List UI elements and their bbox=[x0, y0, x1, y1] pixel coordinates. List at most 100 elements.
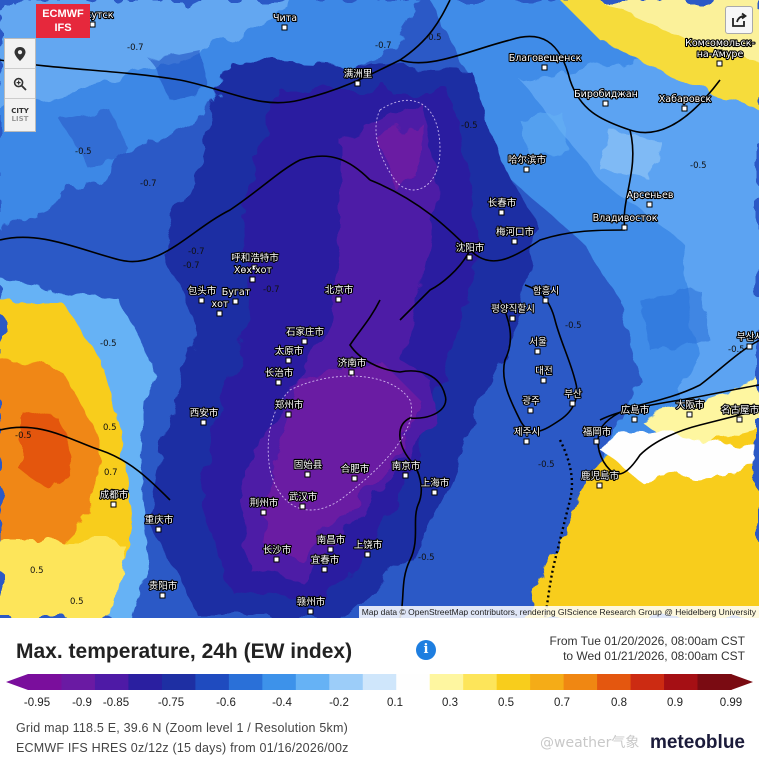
city-dot bbox=[716, 60, 723, 67]
city-marker[interactable]: 南昌市 bbox=[316, 533, 347, 553]
city-name: 鹿児島市 bbox=[581, 470, 620, 482]
city-dot bbox=[511, 238, 518, 245]
city-marker[interactable]: 贵阳市 bbox=[148, 579, 179, 599]
city-marker[interactable]: 重庆市 bbox=[144, 513, 175, 533]
city-marker[interactable]: 대전 bbox=[534, 365, 554, 384]
city-marker[interactable]: 固始县 bbox=[293, 458, 323, 478]
city-marker[interactable]: Благовещенск bbox=[508, 52, 583, 71]
city-marker[interactable]: Хөх хот bbox=[233, 264, 274, 283]
city-marker[interactable]: 合肥市 bbox=[340, 462, 371, 482]
city-marker[interactable]: 石家庄市 bbox=[285, 325, 326, 345]
city-marker[interactable]: 长沙市 bbox=[262, 543, 293, 563]
city-marker[interactable]: 上海市 bbox=[420, 476, 451, 496]
city-name: 长沙市 bbox=[263, 544, 292, 556]
city-marker[interactable]: 北京市 bbox=[324, 283, 355, 303]
city-name: 包头市 bbox=[188, 285, 217, 297]
scale-label: 0.7 bbox=[554, 697, 570, 709]
city-marker[interactable]: 沈阳市 bbox=[455, 241, 486, 261]
city-list-line1: CITY bbox=[11, 107, 29, 115]
city-marker[interactable]: 满洲里 bbox=[343, 68, 373, 87]
city-marker[interactable]: 呼和浩特市 bbox=[230, 251, 280, 271]
city-marker[interactable]: Биробиджан bbox=[573, 88, 639, 107]
city-marker[interactable]: 부산 bbox=[563, 388, 583, 407]
city-marker[interactable]: 郑州市 bbox=[274, 398, 305, 418]
city-name: Биробиджан bbox=[574, 89, 638, 100]
city-dot bbox=[716, 49, 723, 56]
city-list-button[interactable]: CITY LIST bbox=[5, 99, 35, 131]
map-title: Max. temperature, 24h (EW index) bbox=[16, 640, 353, 663]
city-marker[interactable]: 함흥시 bbox=[532, 284, 560, 304]
city-marker[interactable]: 西安市 bbox=[189, 406, 220, 426]
scale-min-arrow bbox=[6, 674, 28, 690]
city-marker[interactable]: 梅河口市 bbox=[495, 225, 536, 245]
city-marker[interactable]: Чита bbox=[272, 12, 298, 31]
city-marker[interactable]: хот bbox=[210, 298, 230, 317]
city-dot bbox=[335, 296, 342, 303]
city-marker[interactable]: 広島市 bbox=[620, 403, 651, 423]
city-dot bbox=[736, 416, 743, 423]
scale-swatch bbox=[496, 674, 531, 690]
city-marker[interactable]: 荆州市 bbox=[249, 496, 280, 516]
ecmwf-ifs-logo-button[interactable]: ECMWF IFS bbox=[36, 4, 90, 38]
isoline-label: -0.5 bbox=[418, 553, 435, 563]
city-marker[interactable]: 长治市 bbox=[264, 366, 295, 386]
city-name: 大阪市 bbox=[676, 399, 705, 411]
city-marker[interactable]: 赣州市 bbox=[296, 595, 327, 615]
city-marker[interactable]: 鹿児島市 bbox=[580, 469, 621, 489]
weather-map[interactable]: -0.7 -0.5 -0.7 -0.5 -0.7 -0.5 -0.5 -0.7 -0.7 -0.5… bbox=[0, 0, 759, 618]
city-dot bbox=[260, 509, 267, 516]
city-dot bbox=[364, 551, 371, 558]
city-name: 济南市 bbox=[338, 357, 367, 369]
scale-label: 0.8 bbox=[611, 697, 627, 709]
city-marker[interactable]: Владивосток bbox=[591, 212, 659, 231]
logo-line1: ECMWF bbox=[42, 8, 84, 20]
city-marker[interactable]: 上饶市 bbox=[353, 538, 384, 558]
city-dot bbox=[527, 407, 534, 414]
city-marker[interactable]: 大阪市 bbox=[675, 398, 706, 418]
city-marker[interactable]: 서울 bbox=[528, 336, 548, 355]
zoom-button[interactable] bbox=[5, 69, 35, 99]
city-marker[interactable]: Бугат bbox=[221, 286, 252, 305]
city-dot bbox=[541, 64, 548, 71]
city-marker[interactable]: 长春市 bbox=[487, 196, 518, 216]
isoline-label: -0.5 bbox=[75, 147, 92, 157]
isoline-labels: -0.7 -0.5 -0.7 -0.5 -0.7 -0.5 -0.5 -0.7 -0.7 -0.5… bbox=[15, 33, 745, 607]
city-dot bbox=[299, 503, 306, 510]
city-marker[interactable]: 济南市 bbox=[337, 356, 368, 376]
city-dot bbox=[285, 411, 292, 418]
meteoblue-logo[interactable]: meteoblue bbox=[649, 732, 745, 753]
city-marker[interactable]: 包头市 bbox=[187, 284, 218, 304]
city-dot bbox=[646, 201, 653, 208]
city-marker[interactable]: 南京市 bbox=[391, 459, 422, 479]
city-marker[interactable]: на-Амуре bbox=[696, 48, 745, 67]
city-marker[interactable]: 宜春市 bbox=[310, 553, 341, 573]
city-marker[interactable]: 哈尔滨市 bbox=[507, 153, 548, 173]
forecast-period: From Tue 01/20/2026, 08:00am CST to Wed … bbox=[550, 634, 745, 664]
info-icon[interactable]: i bbox=[416, 640, 436, 660]
city-marker[interactable]: 太原市 bbox=[274, 344, 305, 364]
city-marker[interactable]: Комсомольск- bbox=[684, 37, 756, 56]
city-marker[interactable]: 成都市 bbox=[99, 488, 130, 508]
isoline-label: -0.5 bbox=[565, 321, 582, 331]
city-marker[interactable]: Арсеньев bbox=[625, 189, 675, 208]
city-marker[interactable]: 부산시 bbox=[736, 331, 759, 350]
city-marker[interactable]: 武汉市 bbox=[288, 490, 319, 510]
map-canvas[interactable]: -0.7 -0.5 -0.7 -0.5 -0.7 -0.5 -0.5 -0.7 -0.7 -0.5… bbox=[0, 0, 759, 618]
city-name: 宜春市 bbox=[311, 554, 340, 566]
city-marker[interactable]: 광주 bbox=[521, 394, 541, 414]
city-name: 광주 bbox=[522, 395, 540, 407]
share-button[interactable] bbox=[725, 6, 753, 34]
city-name: 满洲里 bbox=[344, 69, 373, 80]
city-marker[interactable]: 名古屋市 bbox=[720, 403, 759, 423]
city-marker[interactable]: 福岡市 bbox=[582, 425, 613, 445]
scale-label: 0.99 bbox=[720, 697, 742, 709]
city-dot bbox=[155, 526, 162, 533]
city-dot bbox=[110, 501, 117, 508]
city-marker[interactable]: Хабаровск bbox=[658, 93, 713, 112]
location-pin-button[interactable] bbox=[5, 39, 35, 69]
city-name: 上饶市 bbox=[354, 539, 383, 551]
city-dot bbox=[275, 379, 282, 386]
city-marker[interactable]: 평양직할시 bbox=[490, 303, 536, 322]
isoline-label: -0.7 bbox=[140, 179, 157, 189]
city-marker[interactable]: 제주시 bbox=[513, 426, 541, 445]
